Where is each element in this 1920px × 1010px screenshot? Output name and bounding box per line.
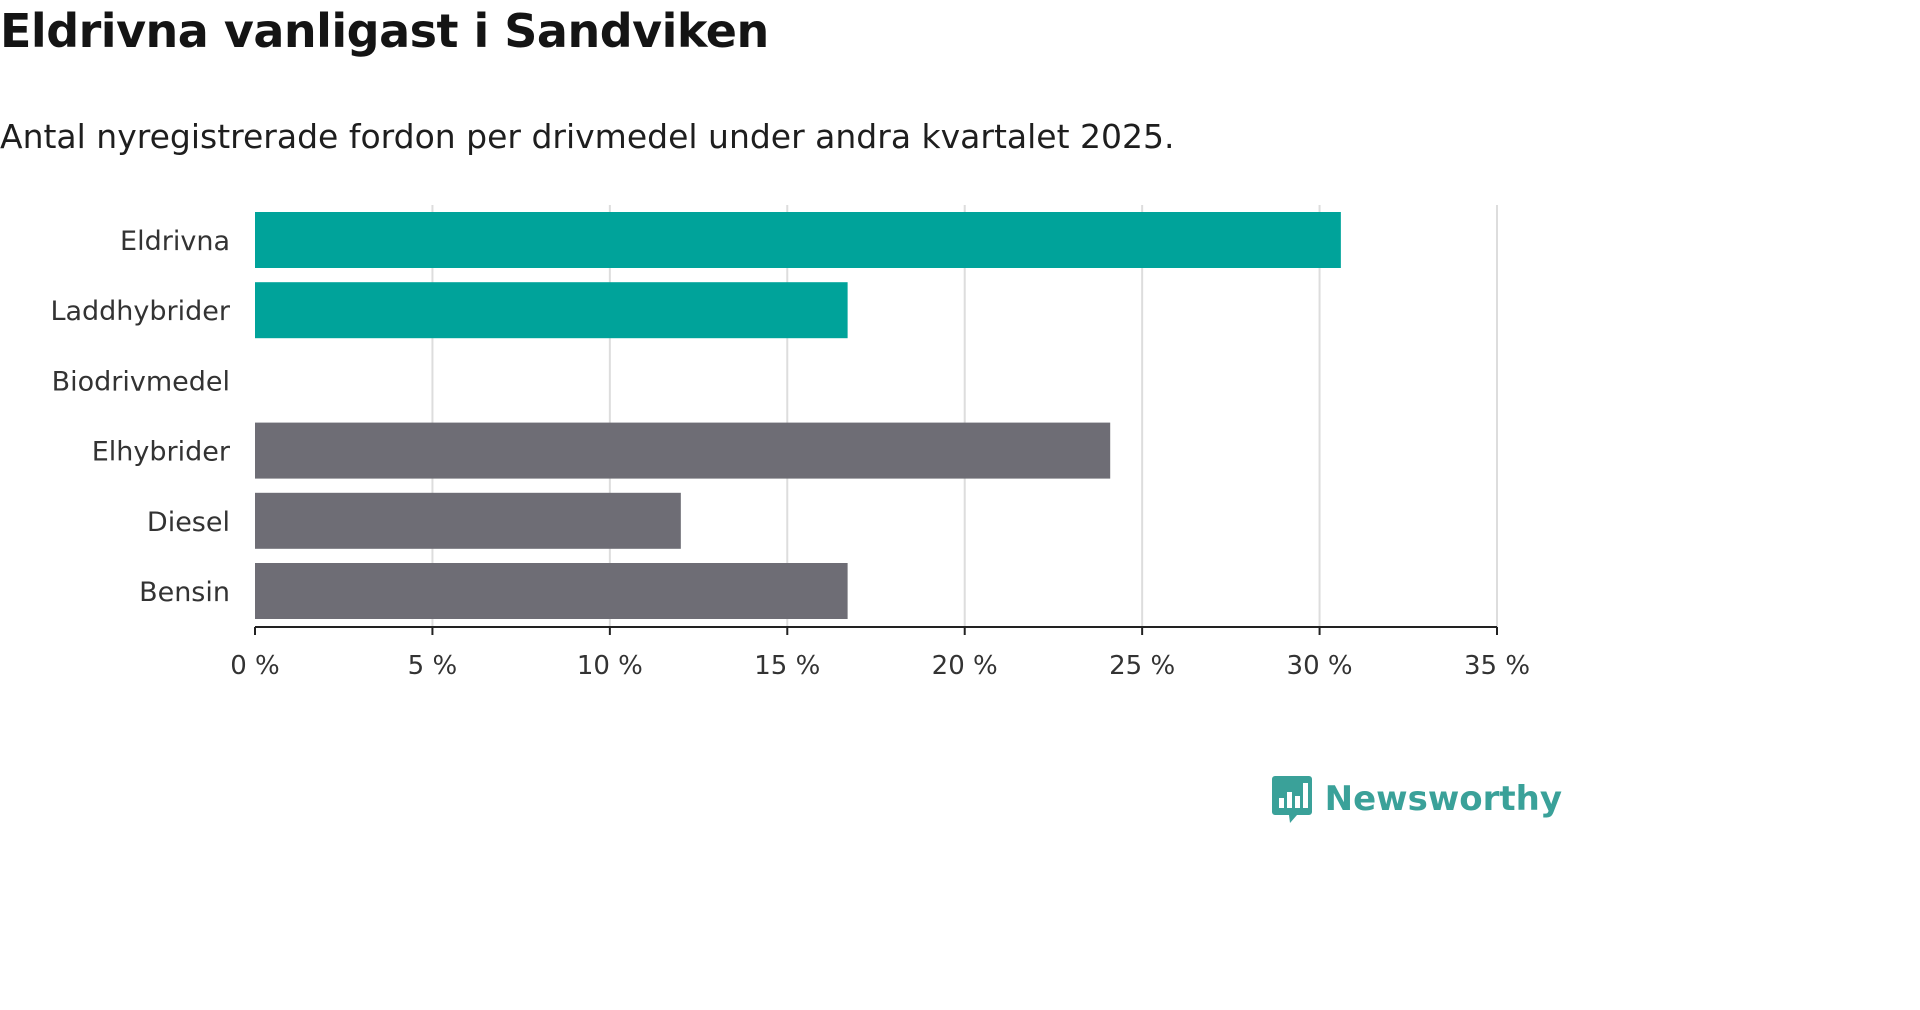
x-axis: 0 % 5 % 10 % 15 % 20 % 25 % 30 % 35 % bbox=[230, 626, 1530, 681]
chart-subtitle: Antal nyregistrerade fordon per drivmede… bbox=[0, 117, 1175, 156]
x-tick-label: 15 % bbox=[754, 651, 820, 681]
category-label: Diesel bbox=[147, 507, 230, 538]
category-label: Elhybrider bbox=[92, 437, 231, 468]
x-tick-label: 0 % bbox=[230, 651, 280, 681]
category-label: Biodrivmedel bbox=[52, 366, 230, 397]
gridlines bbox=[431, 205, 1498, 627]
bar-laddhybrider bbox=[255, 282, 848, 339]
bar-bensin bbox=[255, 563, 848, 619]
category-label: Eldrivna bbox=[120, 226, 230, 257]
brand: Newsworthy bbox=[1271, 774, 1562, 824]
x-tick-label: 5 % bbox=[408, 651, 458, 681]
x-tick-label: 25 % bbox=[1109, 651, 1175, 681]
bar-chart: Eldrivna Laddhybrider Biodrivmedel Elhybrid… bbox=[50, 205, 1530, 681]
x-tick-label: 10 % bbox=[577, 651, 643, 681]
bars bbox=[255, 212, 1341, 619]
x-tick-label: 30 % bbox=[1287, 651, 1353, 681]
category-label: Laddhybrider bbox=[50, 296, 230, 327]
bar-eldrivna bbox=[255, 212, 1341, 268]
x-tick-label: 35 % bbox=[1464, 651, 1530, 681]
category-labels: Eldrivna Laddhybrider Biodrivmedel Elhybrid… bbox=[50, 226, 230, 608]
x-tick-label: 20 % bbox=[932, 651, 998, 681]
newsworthy-logo-icon bbox=[1271, 776, 1312, 823]
brand-name: Newsworthy bbox=[1324, 779, 1562, 819]
bar-diesel bbox=[255, 492, 681, 549]
chart-title: Eldrivna vanligast i Sandviken bbox=[0, 4, 769, 58]
bar-elhybrider bbox=[255, 422, 1111, 479]
category-label: Bensin bbox=[139, 577, 230, 608]
